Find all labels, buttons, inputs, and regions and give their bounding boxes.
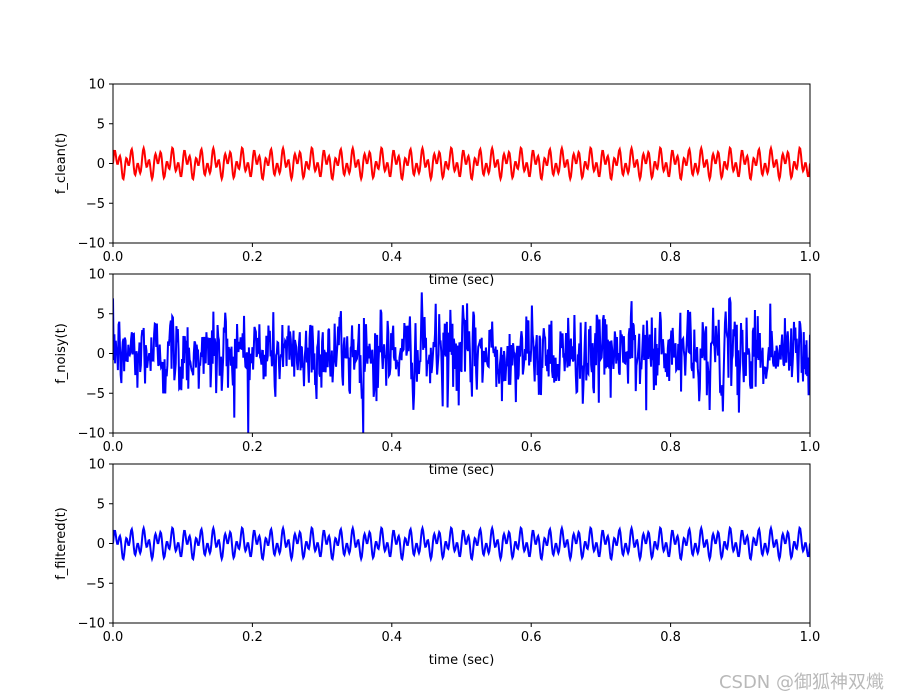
y-tick-label-1-0: 10: [88, 78, 105, 93]
series-line-3: [113, 524, 810, 563]
x-tick-label-1-0: 0.0: [103, 250, 124, 265]
y-axis-label-3: f_filtered(t): [54, 507, 69, 580]
y-tick-label-3-2: 0: [97, 537, 105, 552]
y-tick-label-3-4: −10: [78, 617, 105, 632]
x-tick-label-2-4: 0.8: [660, 440, 681, 455]
x-tick-label-2-3: 0.6: [521, 440, 542, 455]
x-tick-label-2-0: 0.0: [103, 440, 124, 455]
y-axis-label-2: f_noisy(t): [54, 323, 69, 384]
y-tick-label-2-1: 5: [97, 307, 105, 322]
y-tick-label-1-2: 0: [97, 157, 105, 172]
subplot-2: 0.0 0.2 0.4 0.6 0.8 1.0 10 5 0 −5 −10 f_noisy(t): [54, 268, 820, 456]
y-tick-label-1-4: −10: [78, 237, 105, 252]
x-tick-label-3-4: 0.8: [660, 630, 681, 645]
watermark: CSDN @御狐神双熾: [718, 672, 884, 693]
series-line-2: [113, 292, 810, 433]
x-tick-label-3-2: 0.4: [381, 630, 402, 645]
x-tick-label-3-3: 0.6: [521, 630, 542, 645]
x-axis-label-3: time (sec): [429, 653, 495, 668]
x-tick-label-1-5: 1.0: [800, 250, 821, 265]
y-tick-label-2-2: 0: [97, 347, 105, 362]
x-tick-label-2-5: 1.0: [800, 440, 821, 455]
y-tick-label-2-0: 10: [88, 268, 105, 283]
x-tick-label-1-1: 0.2: [242, 250, 263, 265]
x-tick-label-1-4: 0.8: [660, 250, 681, 265]
x-tick-label-3-1: 0.2: [242, 630, 263, 645]
x-tick-label-2-2: 0.4: [381, 440, 402, 455]
x-tick-label-1-3: 0.6: [521, 250, 542, 265]
y-tick-label-2-3: −5: [86, 387, 105, 402]
x-tick-label-3-0: 0.0: [103, 630, 124, 645]
x-axis-label-1: time (sec): [429, 273, 495, 288]
y-tick-label-3-3: −5: [86, 577, 105, 592]
y-tick-label-3-1: 5: [97, 497, 105, 512]
subplot-1: 0.0 0.2 0.4 0.6 0.8 1.0 10 5 0 −5 −10 f_clean(t): [54, 78, 820, 266]
y-axis-label-1: f_clean(t): [54, 133, 69, 194]
y-tick-label-1-3: −5: [86, 197, 105, 212]
y-tick-label-2-4: −10: [78, 427, 105, 442]
series-line-1: [113, 144, 810, 183]
subplot-3: 0.0 0.2 0.4 0.6 0.8 1.0 10 5 0 −5 −10 f_filtered(t): [54, 458, 820, 646]
x-tick-label-2-1: 0.2: [242, 440, 263, 455]
x-tick-label-3-5: 1.0: [800, 630, 821, 645]
x-tick-label-1-2: 0.4: [381, 250, 402, 265]
x-axis-label-2: time (sec): [429, 463, 495, 478]
y-tick-label-1-1: 5: [97, 117, 105, 132]
y-tick-label-3-0: 10: [88, 458, 105, 473]
